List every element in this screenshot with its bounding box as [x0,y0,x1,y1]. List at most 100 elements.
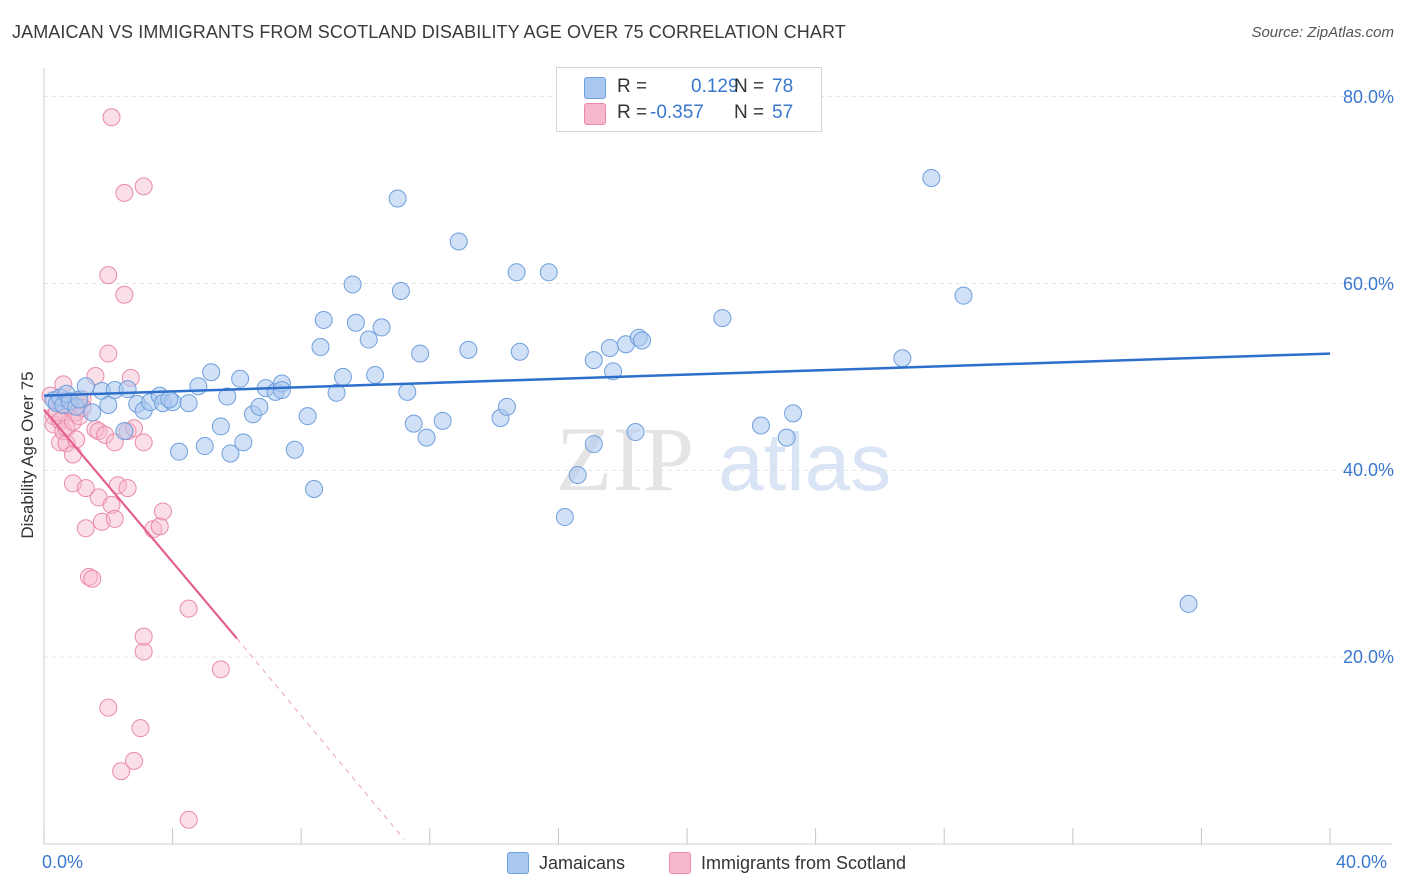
point-jamaicans-55 [459,340,478,359]
point-scotland-21 [76,519,95,538]
point-jamaicans-21 [179,394,198,413]
legend-r-label-1: R = [617,76,648,97]
point-jamaicans-74 [784,404,803,423]
point-jamaicans-64 [584,435,603,454]
correlation-legend: R = 0.129 N = 78 R = -0.357 N = 57 [556,67,822,132]
point-jamaicans-61 [555,508,574,527]
bottom-legend-label-jamaicans: Jamaicans [539,852,626,873]
y-tick-label-20: 20.0% [1342,647,1394,668]
point-jamaicans-60 [539,263,558,282]
bottom-legend-scotland: Immigrants from Scotland [669,852,906,874]
chart-title: JAMAICAN VS IMMIGRANTS FROM SCOTLAND DIS… [12,22,846,42]
point-jamaicans-47 [388,189,407,208]
point-jamaicans-66 [604,362,623,381]
point-jamaicans-42 [343,275,362,294]
point-jamaicans-27 [221,444,240,463]
point-scotland-56 [211,660,230,679]
point-jamaicans-35 [285,440,304,459]
legend-swatch-jamaicans [584,77,606,99]
point-jamaicans-12 [115,422,134,441]
point-jamaicans-77 [954,286,973,305]
point-jamaicans-79 [272,381,291,400]
point-jamaicans-73 [777,428,796,447]
point-jamaicans-40 [327,383,346,402]
y-axis-label: Disability Age Over 75 [18,371,37,539]
point-jamaicans-13 [118,380,137,399]
point-jamaicans-72 [751,416,770,435]
point-scotland-54 [179,599,198,618]
legend-r-label-2: R = [617,102,648,123]
point-scotland-29 [96,425,115,444]
point-jamaicans-41 [333,367,352,386]
grid [44,96,1392,658]
point-scotland-47 [134,642,153,661]
point-jamaicans-80 [160,390,179,409]
x-tick-label-min: 0.0% [42,852,84,872]
y-tick-label-40: 40.0% [1342,460,1394,481]
point-jamaicans-46 [372,318,391,337]
legend-n-label-2: N = [734,102,765,123]
watermark: ZIP atlas [556,408,891,510]
bottom-legend-jamaicans: Jamaicans [507,852,625,874]
point-jamaicans-25 [211,417,230,436]
point-scotland-45 [125,751,144,770]
point-jamaicans-44 [359,330,378,349]
point-jamaicans-37 [305,480,324,499]
point-jamaicans-81 [76,377,95,396]
point-jamaicans-31 [250,397,269,416]
point-jamaicans-24 [202,363,221,382]
point-jamaicans-48 [391,281,410,300]
point-jamaicans-57 [497,397,516,416]
point-jamaicans-63 [584,351,603,370]
point-jamaicans-62 [568,466,587,485]
point-scotland-48 [134,627,153,646]
point-jamaicans-52 [417,428,436,447]
point-jamaicans-36 [298,407,317,426]
series-immigrants-from-scotland [41,108,230,829]
point-scotland-53 [153,502,172,521]
point-jamaicans-70 [632,331,651,350]
point-scotland-38 [112,762,131,781]
point-jamaicans-10 [99,395,118,414]
point-scotland-41 [118,479,137,498]
point-scotland-33 [102,495,121,514]
point-scotland-31 [99,344,118,363]
watermark-atlas: atlas [718,417,891,508]
bottom-legend-label-scotland: Immigrants from Scotland [701,852,907,873]
point-scotland-23 [83,569,102,588]
point-jamaicans-53 [433,411,452,430]
legend-n-label-1: N = [734,76,765,97]
point-scotland-50 [134,177,153,196]
legend-r-value-1: 0.129 [691,76,739,97]
trend-line-scotland [43,408,238,640]
point-scotland-40 [115,285,134,304]
legend-n-value-2: 57 [772,102,794,123]
bottom-legend-swatch-scotland [669,852,691,874]
source-label: Source: ZipAtlas.com [1251,24,1394,41]
point-scotland-39 [115,183,134,202]
point-jamaicans-29 [234,433,253,452]
point-scotland-49 [134,433,153,452]
point-jamaicans-43 [346,313,365,332]
axes [43,68,1392,845]
point-scotland-55 [179,810,198,829]
point-scotland-35 [105,509,124,528]
point-jamaicans-38 [311,338,330,357]
point-jamaicans-20 [170,442,189,461]
y-tick-label-60: 60.0% [1342,273,1394,294]
point-jamaicans-49 [398,382,417,401]
point-scotland-22 [80,567,99,586]
legend-n-value-1: 78 [772,76,794,97]
point-scotland-32 [99,698,118,717]
point-scotland-52 [150,517,169,536]
trend-lines [43,352,1331,840]
legend-r-value-2: -0.357 [650,102,704,123]
point-jamaicans-45 [366,366,385,385]
trend-line-jamaicans [43,352,1331,397]
point-jamaicans-68 [626,423,645,442]
point-jamaicans-22 [189,377,208,396]
point-jamaicans-39 [314,310,333,329]
point-jamaicans-28 [231,369,250,388]
point-scotland-13 [63,445,82,464]
